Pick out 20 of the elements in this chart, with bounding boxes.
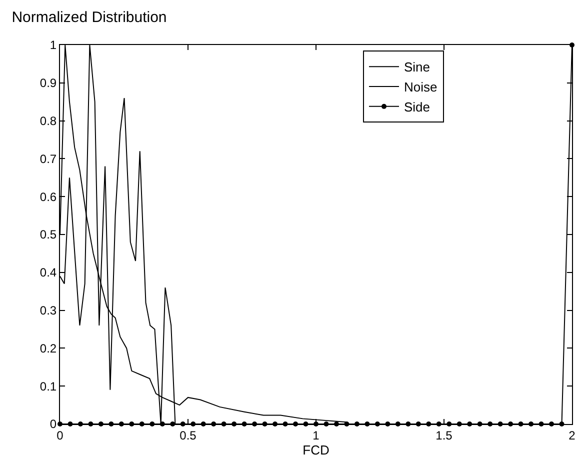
y-tick-label: 0.7: [40, 152, 57, 166]
y-tick-label: 0.9: [40, 76, 57, 90]
y-tick-label: 1: [50, 38, 57, 52]
chart-title: Normalized Distribution: [12, 9, 167, 26]
y-tick-label: 0.4: [40, 266, 57, 280]
y-tick-label: 0.1: [40, 379, 57, 394]
y-tick-label: 0.8: [40, 114, 57, 128]
y-tick-label: 0.2: [40, 341, 57, 356]
x-tick-label: 1.5: [436, 428, 453, 442]
legend-label: Noise: [404, 80, 438, 95]
x-tick-label: 1: [312, 428, 320, 442]
x-tick-label: 2: [568, 428, 576, 442]
y-tick-label: 0.5: [40, 228, 57, 242]
x-tick-label: 0.5: [180, 428, 197, 442]
legend-label: Sine: [404, 60, 430, 75]
legend-label: Side: [404, 100, 430, 115]
y-tick-label: 0: [50, 417, 57, 432]
y-tick-label: 0.3: [40, 304, 57, 318]
x-axis-title: FCD: [302, 442, 330, 458]
y-tick-label: 0.6: [40, 190, 57, 204]
